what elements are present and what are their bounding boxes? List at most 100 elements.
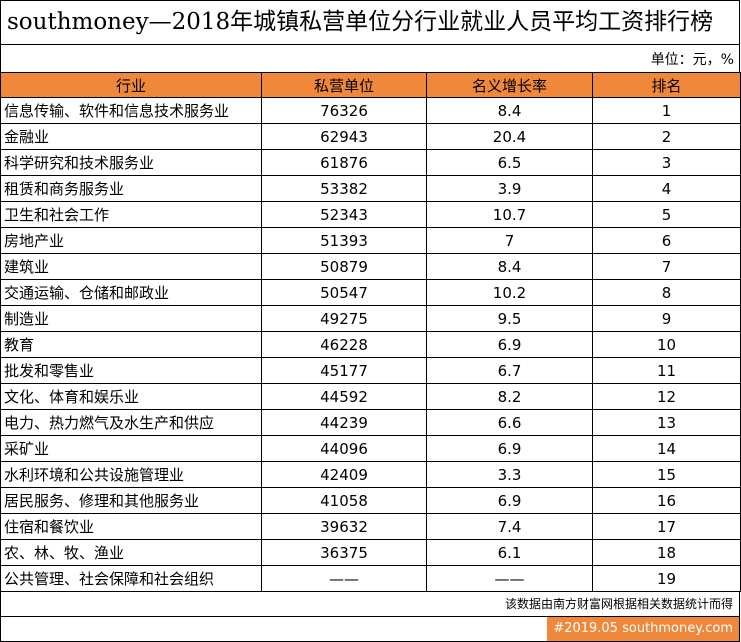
growth-rate-cell: 6.5 [426,149,593,176]
rank-cell: 1 [592,97,741,124]
table-row: 水利环境和公共设施管理业 42409 3.3 15 [0,461,741,488]
rank-cell: 18 [592,539,741,566]
industry-cell: 制造业 [0,305,262,332]
table-row: 教育 46228 6.9 10 [0,331,741,358]
industry-cell: 交通运输、仓储和邮政业 [0,279,262,306]
wage-cell: 39632 [261,513,427,540]
growth-rate-cell: 6.9 [426,435,593,462]
wage-cell: 45177 [261,357,427,384]
industry-cell: 金融业 [0,123,262,150]
industry-cell: 电力、热力燃气及水生产和供应 [0,409,262,436]
wage-cell: 49275 [261,305,427,332]
growth-rate-cell: —— [426,565,593,592]
wage-cell: 46228 [261,331,427,358]
wage-cell: 51393 [261,227,427,254]
table-row: 房地产业 51393 7 6 [0,227,741,254]
industry-cell: 教育 [0,331,262,358]
rank-cell: 2 [592,123,741,150]
rank-cell: 3 [592,149,741,176]
industry-cell: 租赁和商务服务业 [0,175,262,202]
wage-cell: 50879 [261,253,427,280]
column-header-rank: 排名 [592,72,741,98]
credit-bar: #2019.05 southmoney.com [0,617,740,642]
table-row: 文化、体育和娱乐业 44592 8.2 12 [0,383,741,410]
unit-label: 单位：元，% [0,45,740,72]
growth-rate-cell: 6.9 [426,487,593,514]
rank-cell: 14 [592,435,741,462]
growth-rate-cell: 8.2 [426,383,593,410]
growth-rate-cell: 3.9 [426,175,593,202]
industry-cell: 卫生和社会工作 [0,201,262,228]
column-header-private-wage: 私营单位 [261,72,427,98]
growth-rate-cell: 6.1 [426,539,593,566]
table-row: 电力、热力燃气及水生产和供应 44239 6.6 13 [0,409,741,436]
rank-cell: 8 [592,279,741,306]
growth-rate-cell: 7 [426,227,593,254]
industry-cell: 水利环境和公共设施管理业 [0,461,262,488]
rank-cell: 15 [592,461,741,488]
growth-rate-cell: 8.4 [426,97,593,124]
wage-cell: 53382 [261,175,427,202]
table-row: 卫生和社会工作 52343 10.7 5 [0,201,741,228]
wage-cell: 42409 [261,461,427,488]
growth-rate-cell: 7.4 [426,513,593,540]
wage-cell: 41058 [261,487,427,514]
wage-cell: —— [261,565,427,592]
industry-cell: 文化、体育和娱乐业 [0,383,262,410]
growth-rate-cell: 10.7 [426,201,593,228]
industry-cell: 信息传输、软件和信息技术服务业 [0,97,262,124]
table-header-row: 行业 私营单位 名义增长率 排名 [0,72,741,98]
industry-cell: 采矿业 [0,435,262,462]
industry-cell: 批发和零售业 [0,357,262,384]
wage-cell: 61876 [261,149,427,176]
industry-cell: 公共管理、社会保障和社会组织 [0,565,262,592]
table-row: 公共管理、社会保障和社会组织 —— —— 19 [0,565,741,592]
footnote: 该数据由南方财富网根据相关数据统计而得 [0,592,740,617]
industry-cell: 建筑业 [0,253,262,280]
rank-cell: 19 [592,565,741,592]
wage-cell: 62943 [261,123,427,150]
table-row: 租赁和商务服务业 53382 3.9 4 [0,175,741,202]
rank-cell: 4 [592,175,741,202]
growth-rate-cell: 8.4 [426,253,593,280]
rank-cell: 6 [592,227,741,254]
wage-cell: 76326 [261,97,427,124]
table-row: 住宿和餐饮业 39632 7.4 17 [0,513,741,540]
table-row: 金融业 62943 20.4 2 [0,123,741,150]
table-body: 信息传输、软件和信息技术服务业 76326 8.4 1 金融业 62943 20.4 2 科学研… [0,97,741,592]
table-row: 批发和零售业 45177 6.7 11 [0,357,741,384]
industry-cell: 科学研究和技术服务业 [0,149,262,176]
table-row: 制造业 49275 9.5 9 [0,305,741,332]
column-header-growth-rate: 名义增长率 [426,72,593,98]
rank-cell: 11 [592,357,741,384]
wage-cell: 52343 [261,201,427,228]
table-row: 农、林、牧、渔业 36375 6.1 18 [0,539,741,566]
credit-watermark: #2019.05 southmoney.com [547,617,739,641]
wage-cell: 36375 [261,539,427,566]
table-row: 交通运输、仓储和邮政业 50547 10.2 8 [0,279,741,306]
rank-cell: 7 [592,253,741,280]
rank-cell: 13 [592,409,741,436]
growth-rate-cell: 6.6 [426,409,593,436]
growth-rate-cell: 10.2 [426,279,593,306]
rank-cell: 9 [592,305,741,332]
growth-rate-cell: 6.7 [426,357,593,384]
growth-rate-cell: 20.4 [426,123,593,150]
industry-cell: 房地产业 [0,227,262,254]
growth-rate-cell: 9.5 [426,305,593,332]
industry-cell: 住宿和餐饮业 [0,513,262,540]
industry-cell: 居民服务、修理和其他服务业 [0,487,262,514]
table-row: 信息传输、软件和信息技术服务业 76326 8.4 1 [0,97,741,124]
wage-cell: 44592 [261,383,427,410]
wage-cell: 44239 [261,409,427,436]
table-row: 采矿业 44096 6.9 14 [0,435,741,462]
industry-cell: 农、林、牧、渔业 [0,539,262,566]
growth-rate-cell: 6.9 [426,331,593,358]
growth-rate-cell: 3.3 [426,461,593,488]
wage-cell: 44096 [261,435,427,462]
rank-cell: 5 [592,201,741,228]
table-row: 科学研究和技术服务业 61876 6.5 3 [0,149,741,176]
rank-cell: 10 [592,331,741,358]
table-row: 居民服务、修理和其他服务业 41058 6.9 16 [0,487,741,514]
